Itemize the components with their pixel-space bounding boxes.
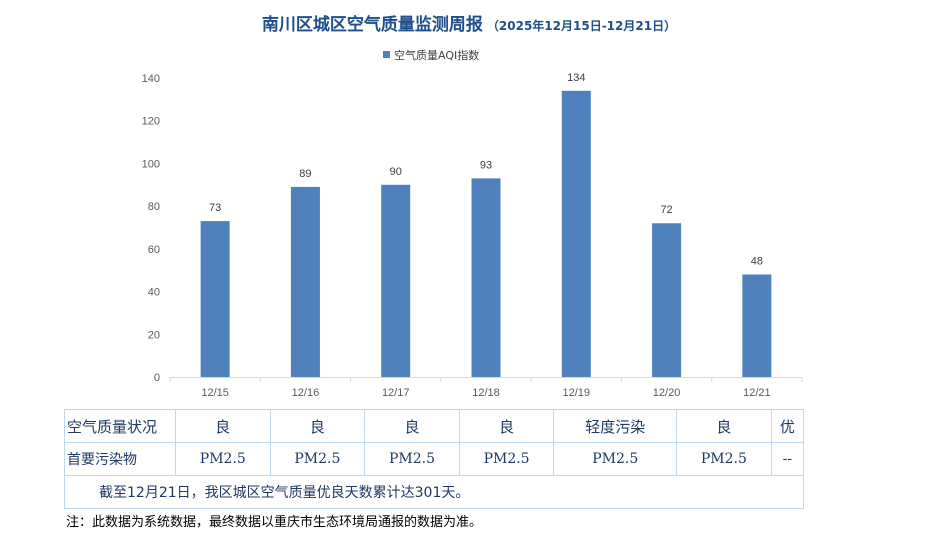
- y-tick-label: 0: [154, 372, 160, 384]
- bar: [200, 221, 230, 377]
- status-cell: 优: [770, 409, 805, 443]
- bar-chart: 0 20 40 60 80 100 120 140 73 12/15 89 12/16 90 12/17 9…: [142, 48, 803, 399]
- data-label: 93: [480, 159, 492, 171]
- data-label: 72: [660, 204, 672, 216]
- bar: [381, 184, 411, 377]
- y-tick-label: 120: [142, 116, 160, 128]
- status-cell: 良: [676, 409, 772, 443]
- legend-swatch: [383, 51, 390, 58]
- chart-title: 南川区城区空气质量监测周报: [261, 15, 483, 35]
- pollutant-cell: PM2.5: [364, 442, 460, 476]
- status-cell: 良: [458, 409, 555, 443]
- pollutant-cell: PM2.5: [676, 442, 772, 476]
- x-tick-label: 12/20: [653, 387, 681, 399]
- pollutant-cell: PM2.5: [175, 442, 271, 476]
- bar: [742, 274, 772, 377]
- pollutant-cell: PM2.5: [458, 442, 555, 476]
- y-tick-label: 40: [148, 287, 160, 299]
- bar: [652, 223, 682, 377]
- data-label: 48: [751, 255, 763, 267]
- y-tick-label: 140: [142, 73, 160, 85]
- status-cell: 良: [175, 409, 271, 443]
- bar: [471, 178, 501, 377]
- legend-label: 空气质量AQI指数: [394, 48, 479, 62]
- y-tick-label: 100: [142, 158, 160, 170]
- status-row: 空气质量状况 良 良 良 良 轻度污染 良 优: [64, 409, 805, 443]
- chart-title-block: 南川区城区空气质量监测周报 （2025年12月15日-12月21日）: [0, 10, 938, 35]
- summary-text: 截至12月21日，我区城区空气质量优良天数累计达301天。: [64, 475, 804, 509]
- x-tick-label: 12/21: [743, 387, 771, 399]
- data-label: 90: [390, 166, 402, 178]
- bar: [290, 186, 320, 377]
- pollutant-cell: PM2.5: [553, 442, 678, 476]
- x-tick-label: 12/19: [563, 387, 591, 399]
- pollutant-cell: --: [770, 442, 805, 476]
- summary-row: 截至12月21日，我区城区空气质量优良天数累计达301天。: [64, 475, 804, 509]
- x-tick-label: 12/16: [292, 387, 320, 399]
- air-quality-table: 空气质量状况 良 良 良 良 轻度污染 良 优 首要污染物 PM2.5 PM2.…: [64, 409, 805, 509]
- y-tick-label: 20: [148, 329, 160, 341]
- data-label: 134: [567, 72, 585, 84]
- status-row-header: 空气质量状况: [64, 409, 176, 443]
- footnote: 注：此数据为系统数据，最终数据以重庆市生态环境局通报的数据为准。: [66, 515, 483, 530]
- data-label: 73: [209, 202, 221, 214]
- status-cell: 良: [364, 409, 460, 443]
- status-cell: 轻度污染: [553, 409, 678, 443]
- status-cell: 良: [269, 409, 366, 443]
- pollutant-row-header: 首要污染物: [64, 442, 176, 476]
- y-tick-label: 80: [148, 201, 160, 213]
- x-tick-label: 12/18: [472, 387, 500, 399]
- data-label: 89: [299, 168, 311, 180]
- bar: [561, 90, 591, 378]
- x-tick-label: 12/15: [201, 387, 229, 399]
- pollutant-cell: PM2.5: [269, 442, 366, 476]
- y-tick-label: 60: [148, 244, 160, 256]
- chart-subtitle: （2025年12月15日-12月21日）: [486, 19, 677, 33]
- pollutant-row: 首要污染物 PM2.5 PM2.5 PM2.5 PM2.5 PM2.5 PM2.…: [64, 442, 805, 476]
- x-tick-label: 12/17: [382, 387, 410, 399]
